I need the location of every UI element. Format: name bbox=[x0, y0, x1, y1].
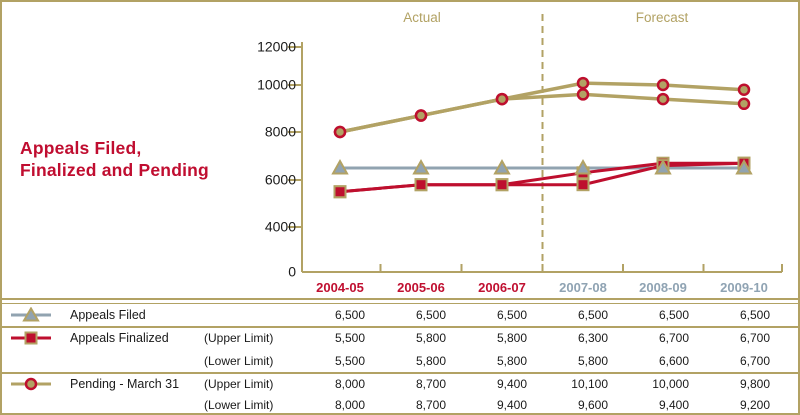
series-name: Pending - March 31 bbox=[70, 376, 180, 391]
y-axis-label: 6000 bbox=[265, 172, 296, 188]
pending-marker-circle bbox=[414, 109, 428, 122]
table-rule-after-finalized bbox=[2, 371, 800, 374]
forecast-phase-label: Forecast bbox=[635, 10, 689, 25]
y-axis-label: 0 bbox=[288, 264, 296, 280]
value-cell: 5,800 bbox=[496, 353, 527, 368]
value-cell: 9,600 bbox=[577, 397, 608, 412]
actual-phase-label: Actual bbox=[403, 10, 441, 25]
pending-marker-circle bbox=[495, 92, 509, 106]
chart-title: Appeals Filed, Finalized and Pending bbox=[20, 137, 209, 181]
line-chart: 0 4000 6000 8000 10000 12000 2004-05 2005-06 200… bbox=[257, 14, 783, 295]
table-row: (Lower Limit) 8,000 8,700 9,400 9,600 9,400 9,… bbox=[2, 394, 784, 415]
value-cell: 5,800 bbox=[496, 330, 527, 345]
value-cell: 6,500 bbox=[415, 307, 446, 322]
value-cell: 8,700 bbox=[415, 376, 446, 391]
value-cell: 5,800 bbox=[415, 353, 446, 368]
finalized-marker-square bbox=[414, 178, 428, 192]
value-cell: 9,400 bbox=[496, 376, 527, 391]
value-cell: 6,700 bbox=[658, 330, 689, 345]
value-cell: 5,500 bbox=[334, 353, 365, 368]
appeals-filed-legend-icon bbox=[11, 306, 51, 321]
value-cell: 8,700 bbox=[415, 397, 446, 412]
value-cell: 8,000 bbox=[334, 397, 365, 412]
value-cell: 10,000 bbox=[652, 376, 689, 391]
x-axis-label: 2008-09 bbox=[639, 280, 687, 295]
pending-line-lower bbox=[339, 92, 745, 134]
finalized-marker-square bbox=[576, 178, 590, 192]
value-cell: 9,400 bbox=[496, 397, 527, 412]
appeals-finalized-legend-icon bbox=[11, 331, 51, 344]
table-row: Appeals Filed 6,500 6,500 6,500 6,500 6,500 6,… bbox=[2, 303, 784, 326]
pending-marker-circle bbox=[737, 97, 751, 111]
filed-marker-triangle bbox=[735, 158, 753, 175]
table-rule-after-filed bbox=[2, 325, 800, 328]
chart-title-line1: Appeals Filed, bbox=[20, 138, 142, 158]
legend-marker-cell bbox=[2, 306, 60, 323]
x-axis-label: 2007-08 bbox=[559, 280, 607, 295]
value-cell: 6,600 bbox=[658, 353, 689, 368]
value-cell: 6,500 bbox=[577, 307, 608, 322]
pending-marker-circle bbox=[656, 78, 670, 92]
value-cell: 6,500 bbox=[739, 307, 770, 322]
value-cell: 9,200 bbox=[739, 397, 770, 412]
legend-marker-cell bbox=[2, 330, 60, 346]
x-axis-label: 2004-05 bbox=[316, 280, 364, 295]
pending-marker-circle bbox=[656, 92, 670, 106]
legend-marker-cell bbox=[2, 376, 60, 392]
table-top-rule-inner bbox=[2, 302, 800, 304]
x-axis-label: 2006-07 bbox=[478, 280, 526, 295]
value-cell: 5,800 bbox=[577, 353, 608, 368]
pending-marker-circle bbox=[576, 88, 590, 101]
value-cell: 9,800 bbox=[739, 376, 770, 391]
pending-marker-circle bbox=[737, 83, 751, 96]
limit-label: (Lower Limit) bbox=[204, 397, 274, 412]
table-row: Appeals Finalized (Upper Limit) 5,500 5,800… bbox=[2, 326, 784, 349]
chart-title-line2: Finalized and Pending bbox=[20, 160, 209, 180]
finalized-marker-square bbox=[495, 178, 509, 192]
x-axis-label: 2009-10 bbox=[720, 280, 768, 295]
value-cell: 9,400 bbox=[658, 397, 689, 412]
value-cell: 6,500 bbox=[658, 307, 689, 322]
limit-label: (Upper Limit) bbox=[204, 376, 274, 391]
value-cell: 6,500 bbox=[496, 307, 527, 322]
value-cell: 6,700 bbox=[739, 353, 770, 368]
pending-marker-circle bbox=[333, 125, 347, 139]
value-cell: 5,500 bbox=[334, 330, 365, 345]
y-axis-label: 12000 bbox=[257, 39, 296, 55]
square-icon bbox=[24, 331, 38, 344]
appeals-finalized-line-lower bbox=[339, 161, 745, 194]
series-name: Appeals Finalized bbox=[70, 330, 169, 345]
filed-marker-triangle bbox=[574, 158, 592, 175]
y-axis-label: 4000 bbox=[265, 219, 296, 235]
value-cell: 10,100 bbox=[571, 376, 608, 391]
pending-legend-icon bbox=[11, 377, 51, 390]
triangle-icon bbox=[22, 306, 40, 321]
value-cell: 6,300 bbox=[577, 330, 608, 345]
value-cell: 8,000 bbox=[334, 376, 365, 391]
table-row: Pending - March 31 (Upper Limit) 8,000 8,70… bbox=[2, 373, 784, 394]
value-cell: 6,500 bbox=[334, 307, 365, 322]
limit-label: (Lower Limit) bbox=[204, 353, 274, 368]
circle-icon bbox=[24, 377, 38, 390]
filed-marker-triangle bbox=[654, 158, 672, 175]
series-name: Appeals Filed bbox=[70, 307, 146, 322]
y-axis-label: 10000 bbox=[257, 77, 296, 93]
limit-label: (Upper Limit) bbox=[204, 330, 274, 345]
finalized-marker-square bbox=[333, 185, 347, 199]
value-cell: 5,800 bbox=[415, 330, 446, 345]
x-axis-label: 2005-06 bbox=[397, 280, 445, 295]
y-axis-label: 8000 bbox=[265, 124, 296, 140]
pending-marker-circle bbox=[576, 76, 590, 90]
value-cell: 6,700 bbox=[739, 330, 770, 345]
filed-marker-triangle bbox=[331, 158, 349, 175]
filed-marker-triangle bbox=[493, 158, 511, 175]
filed-marker-triangle bbox=[412, 158, 430, 175]
table-row: (Lower Limit) 5,500 5,800 5,800 5,800 6,600 6,… bbox=[2, 349, 784, 372]
table-top-rule bbox=[2, 298, 800, 300]
